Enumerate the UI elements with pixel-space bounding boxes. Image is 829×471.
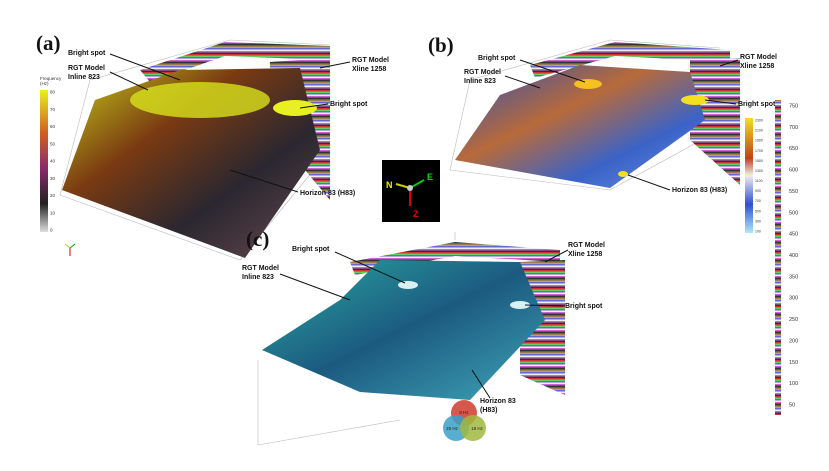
panel-label: (b): [428, 33, 454, 57]
compass-label: N: [386, 180, 393, 190]
tick-label: 600: [789, 168, 798, 174]
tick-label: 200: [789, 338, 798, 344]
annotation: Bright spot: [330, 101, 368, 108]
tick-label: 100: [789, 381, 798, 387]
tick-label: 350: [789, 274, 798, 280]
annotation: RGT Model Xline 1258: [740, 54, 777, 70]
bright-patch: [273, 100, 317, 116]
tick-label: 500: [789, 210, 798, 216]
back-wall: [530, 42, 730, 78]
colorbar-title: Frequency (Hz): [40, 76, 62, 86]
tick-label: 1500: [755, 159, 763, 163]
tick-label: 300: [789, 296, 798, 302]
tick-label: 20: [50, 193, 56, 198]
horizon-surface: [262, 260, 545, 400]
tick-label: 550: [789, 189, 798, 195]
tick-label: 0: [50, 228, 53, 233]
colorbar: [745, 118, 753, 233]
tick-label: 50: [789, 403, 795, 409]
annotation: RGT Model Inline 823: [464, 69, 501, 85]
tick-label: 450: [789, 232, 798, 238]
back-wall: [140, 42, 330, 82]
annotation: Bright spot: [565, 303, 603, 310]
bright-patch: [618, 171, 628, 177]
bright-patch: [398, 281, 418, 289]
tick-label: 700: [789, 125, 798, 131]
tick-label: 70: [50, 107, 56, 112]
tick-label: 50: [50, 141, 56, 146]
axis-glyph: [64, 243, 76, 256]
tick-label: 80: [50, 90, 56, 95]
frame: [257, 232, 456, 446]
colorbar: [40, 90, 48, 232]
annotation: Bright spot: [738, 101, 776, 108]
tick-label: 2300: [755, 119, 763, 123]
venn: 8 Hz 25 Hz 18 Hz: [443, 400, 486, 441]
panel-a: Frequency (Hz) 80 70 60 50 40 30 20 10 0 (a) Brig…: [36, 31, 389, 261]
tick-label: 1700: [755, 149, 763, 153]
scale-bar: [775, 100, 781, 415]
frame: [59, 39, 331, 261]
horizon-surface: [62, 68, 320, 258]
depth-scale: 750 700 650 600 550 500 450 400 350 300 250 200 150 1…: [775, 100, 798, 415]
tick-label: 250: [789, 317, 798, 323]
tick-label: 700: [755, 199, 761, 203]
tick-label: 150: [789, 360, 798, 366]
tick-label: 10: [50, 210, 56, 215]
venn-label: 18 Hz: [471, 426, 484, 431]
annotation: RGT Model Xline 1258: [352, 57, 389, 73]
frame: [449, 39, 721, 191]
venn-label: 8 Hz: [459, 410, 469, 415]
tick-label: 750: [789, 104, 798, 110]
panel-label: (c): [246, 227, 269, 251]
annotation: Horizon 83 (H83): [480, 398, 516, 414]
annotation: Horizon 83 (H83): [672, 187, 727, 194]
tick-label: 40: [50, 159, 56, 164]
back-wall: [350, 242, 560, 275]
tick-label: 60: [50, 124, 56, 129]
annotation: RGT Model Inline 823: [242, 265, 279, 281]
tick-label: 650: [789, 146, 798, 152]
tick-label: 30: [50, 176, 56, 181]
tick-label: 2100: [755, 129, 763, 133]
tick-label: 1300: [755, 169, 763, 173]
tick-label: 900: [755, 189, 761, 193]
bright-patch: [130, 82, 270, 118]
panel-c: (c) Bright spot RGT Model Inline 823 RGT …: [242, 227, 605, 446]
annotation: RGT Model Xline 1258: [568, 242, 605, 258]
tick-label: 400: [789, 253, 798, 259]
panel-b: 2300 2100 1900 1700 1500 1300 1100 900 700 500 300…: [428, 33, 777, 234]
tick-label: 300: [755, 219, 761, 223]
annotation: Horizon 83 (H83): [300, 190, 355, 197]
tick-label: 500: [755, 209, 761, 213]
tick-label: 1900: [755, 139, 763, 143]
horizon-surface: [455, 65, 705, 188]
venn-label: 25 Hz: [446, 426, 459, 431]
tick-label: 1100: [755, 179, 763, 183]
bright-patch: [574, 79, 602, 89]
bright-patch: [681, 95, 709, 105]
annotation: Bright spot: [68, 50, 106, 57]
bright-patch: [510, 301, 530, 309]
panel-label: (a): [36, 31, 61, 55]
tick-label: 100: [755, 230, 761, 234]
side-wall: [690, 58, 740, 185]
compass: N E Z: [382, 160, 440, 222]
compass-label: E: [427, 172, 433, 182]
annotation: RGT Model Inline 823: [68, 65, 105, 81]
compass-label: Z: [413, 209, 419, 219]
annotation: Bright spot: [292, 246, 330, 253]
annotation: Bright spot: [478, 55, 516, 62]
